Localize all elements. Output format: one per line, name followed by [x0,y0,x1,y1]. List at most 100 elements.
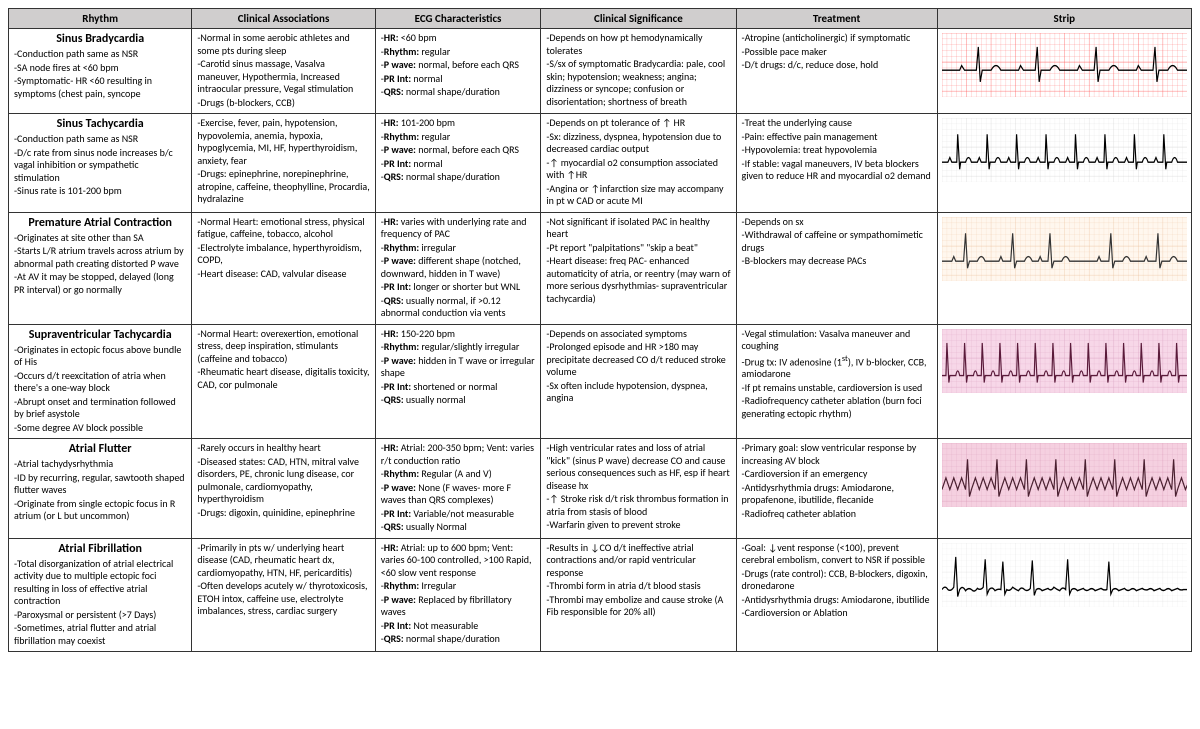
text-line: -If pt remains unstable, cardioversion i… [742,382,932,395]
cell-sig: -Depends on how pt hemodynamically toler… [541,29,736,114]
text-line: -Paroxysmal or persistent (>7 Days) [14,609,186,622]
cell-ecg: -HR: varies with underlying rate and fre… [375,212,541,324]
text-line: -Some degree AV block possible [14,422,186,435]
text-line: -P wave: None (F waves- more F waves tha… [381,482,536,507]
text-line: -Originate from single ectopic focus in … [14,498,186,523]
header-assoc: Clinical Associations [192,9,375,29]
text-line: -PR Int: shortened or normal [381,381,536,394]
text-line: -Warfarin given to prevent stroke [546,519,730,532]
text-line: -Electrolyte imbalance, hyperthyroidism,… [197,242,369,267]
text-line: -Occurs d/t reexcitation of atria when t… [14,370,186,395]
text-line: -D/c rate from sinus node increases b/c … [14,147,186,185]
text-line: -Primarily in pts w/ underlying heart di… [197,542,369,580]
text-line: -Cardioversion if an emergency [742,468,932,481]
table-row: Supraventricular Tachycardia -Originates… [9,324,1192,439]
text-line: -HR: <60 bpm [381,32,536,45]
text-line: -Drugs (b-blockers, CCB) [197,97,369,110]
cell-assoc: -Primarily in pts w/ underlying heart di… [192,538,375,652]
text-line: -Results in ↓CO d/t ineffective atrial c… [546,542,730,580]
text-line: -P wave: different shape (notched, downw… [381,255,536,280]
text-line: -↑ myocardial o2 consumption associated … [546,157,730,182]
text-line: -Sx often include hypotension, dyspnea, … [546,380,730,405]
cell-strip [937,538,1191,652]
cell-rhythm: Supraventricular Tachycardia -Originates… [9,324,192,439]
ecg-strip-svg [942,543,1187,607]
text-line: -QRS: usually Normal [381,521,536,534]
text-line: -PR Int: longer or shorter but WNL [381,281,536,294]
text-line: -Conduction path same as NSR [14,48,186,61]
text-line: -Possible pace maker [742,46,932,59]
text-line: -↑ Stroke risk d/t risk thrombus formati… [546,493,730,518]
text-line: -Prolonged episode and HR >180 may preci… [546,341,730,379]
text-line: -P wave: normal, before each QRS [381,144,536,157]
text-line: -Atrial tachydysrhythmia [14,458,186,471]
text-line: -Depends on how pt hemodynamically toler… [546,32,730,57]
cell-strip [937,114,1191,213]
ecg-strip-svg [942,33,1187,97]
text-line: -Rheumatic heart disease, digitalis toxi… [197,366,369,391]
cell-rhythm: Atrial Flutter -Atrial tachydysrhythmia -… [9,439,192,539]
table-row: Atrial Fibrillation -Total disorganizati… [9,538,1192,652]
text-line: -HR: 101-200 bpm [381,117,536,130]
text-line: -Conduction path same as NSR [14,133,186,146]
cell-assoc: -Normal Heart: emotional stress, physica… [192,212,375,324]
text-line: -If stable: vagal maneuvers, IV beta blo… [742,158,932,183]
cell-ecg: -HR: Atrial: 200-350 bpm; Vent: varies r… [375,439,541,539]
text-line: -PR Int: normal [381,158,536,171]
text-line: -Radiofrequency catheter ablation (burn … [742,395,932,420]
cell-treat: -Goal: ↓vent response (<100), prevent ce… [736,538,937,652]
text-line: -Antidysrhythmia drugs: Amiodarone, prop… [742,482,932,507]
cell-treat: -Atropine (anticholinergic) if symptomat… [736,29,937,114]
text-line: -HR: varies with underlying rate and fre… [381,216,536,241]
cell-assoc: -Exercise, fever, pain, hypotension, hyp… [192,114,375,213]
text-line: -HR: Atrial: 200-350 bpm; Vent: varies r… [381,442,536,467]
cell-strip [937,439,1191,539]
cell-assoc: -Normal Heart: overexertion, emotional s… [192,324,375,439]
text-line: -Often develops acutely w/ thyrotoxicosi… [197,580,369,618]
cell-assoc: -Rarely occurs in healthy heart-Diseased… [192,439,375,539]
text-line: -Normal Heart: emotional stress, physica… [197,216,369,241]
text-line: -Sometimes, atrial flutter and atrial fi… [14,622,186,647]
ecg-strip-svg [942,443,1187,507]
text-line: -HR: 150-220 bpm [381,328,536,341]
text-line: -Rhythm: regular [381,131,536,144]
text-line: -Hypovolemia: treat hypovolemia [742,144,932,157]
text-line: -B-blockers may decrease PACs [742,255,932,268]
text-line: -Withdrawal of caffeine or sympathomimet… [742,229,932,254]
text-line: -Rhythm: irregular [381,242,536,255]
text-line: -Sinus rate is 101-200 bpm [14,185,186,198]
text-line: -Rhythm: regular/slightly irregular [381,341,536,354]
text-line: -Carotid sinus massage, Vasalva maneuver… [197,58,369,96]
text-line: -QRS: usually normal [381,394,536,407]
text-line: -Rhythm: Irregular [381,580,536,593]
text-line: -Antidysrhythmia drugs: Amiodarone, ibut… [742,594,932,607]
cell-sig: -Results in ↓CO d/t ineffective atrial c… [541,538,736,652]
cell-rhythm: Atrial Fibrillation -Total disorganizati… [9,538,192,652]
text-line: -Symptomatic- HR <60 resulting in sympto… [14,75,186,100]
rhythm-title: Atrial Flutter [14,442,186,456]
text-line: -QRS: normal shape/duration [381,86,536,99]
text-line: -Drugs (rate control): CCB, B-blockers, … [742,568,932,593]
cell-rhythm: Sinus Bradycardia -Conduction path same … [9,29,192,114]
cell-ecg: -HR: 101-200 bpm-Rhythm: regular-P wave:… [375,114,541,213]
cell-treat: -Depends on sx-Withdrawal of caffeine or… [736,212,937,324]
text-line: -PR Int: normal [381,73,536,86]
ecg-strip-svg [942,329,1187,393]
text-line: -SA node fires at <60 bpm [14,62,186,75]
text-line: -Goal: ↓vent response (<100), prevent ce… [742,542,932,567]
text-line: -Angina or ↑infarction size may accompan… [546,183,730,208]
cell-rhythm: Premature Atrial Contraction -Originates… [9,212,192,324]
text-line: -Cardioversion or Ablation [742,607,932,620]
text-line: -Not significant if isolated PAC in heal… [546,216,730,241]
text-line: -Depends on associated symptoms [546,328,730,341]
text-line: -Exercise, fever, pain, hypotension, hyp… [197,117,369,167]
text-line: -Rhythm: regular [381,46,536,59]
cell-ecg: -HR: <60 bpm-Rhythm: regular-P wave: nor… [375,29,541,114]
cell-assoc: -Normal in some aerobic athletes and som… [192,29,375,114]
text-line: -Total disorganization of atrial electri… [14,558,186,608]
rhythm-title: Supraventricular Tachycardia [14,328,186,342]
text-line: -High ventricular rates and loss of atri… [546,442,730,492]
text-line: -QRS: usually normal, if >0.12 abnormal … [381,295,536,320]
cell-treat: -Vegal stimulation: Vasalva maneuver and… [736,324,937,439]
text-line: -Normal Heart: overexertion, emotional s… [197,328,369,366]
